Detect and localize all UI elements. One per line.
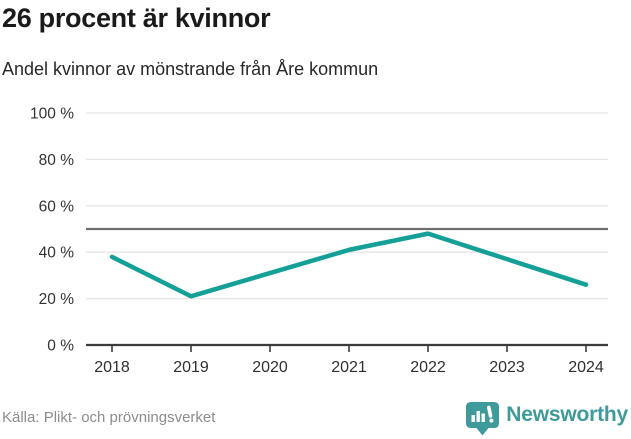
chart-subtitle: Andel kvinnor av mönstrande från Åre kom…: [2, 59, 379, 79]
logo-wordmark: Newsworthy: [506, 403, 628, 426]
y-tick-label: 40 %: [39, 245, 75, 262]
page-title: 26 procent är kvinnor: [2, 3, 271, 33]
logo-bar-3: [481, 413, 486, 422]
newsworthy-badge-icon: [466, 402, 500, 436]
logo-bar-1: [471, 415, 476, 422]
line-chart: 0 % 20 % 40 % 60 % 80 % 100 % 2018 2019 2020 2021…: [30, 106, 608, 376]
x-tick-label: 2021: [331, 359, 367, 376]
y-tick-label: 80 %: [39, 152, 75, 169]
x-tick-label: 2019: [173, 359, 209, 376]
y-tick-label: 100 %: [30, 106, 74, 123]
x-tick-label: 2018: [94, 359, 130, 376]
logo-exclamation-stroke: [487, 405, 493, 418]
logo-exclamation-dot: [489, 418, 494, 423]
source-note: Källa: Plikt- och prövningsverket: [2, 409, 216, 426]
y-tick-label: 0 %: [47, 338, 74, 355]
x-tick-label: 2020: [252, 359, 288, 376]
x-tick-label: 2022: [410, 359, 446, 376]
x-tick-label: 2024: [568, 359, 604, 376]
logo-bar-2: [476, 411, 481, 422]
y-tick-label: 60 %: [39, 198, 75, 215]
y-tick-label: 20 %: [39, 291, 75, 308]
data-line: [109, 231, 589, 299]
x-tick-label: 2023: [489, 359, 525, 376]
newsworthy-logo: Newsworthy: [466, 402, 628, 436]
